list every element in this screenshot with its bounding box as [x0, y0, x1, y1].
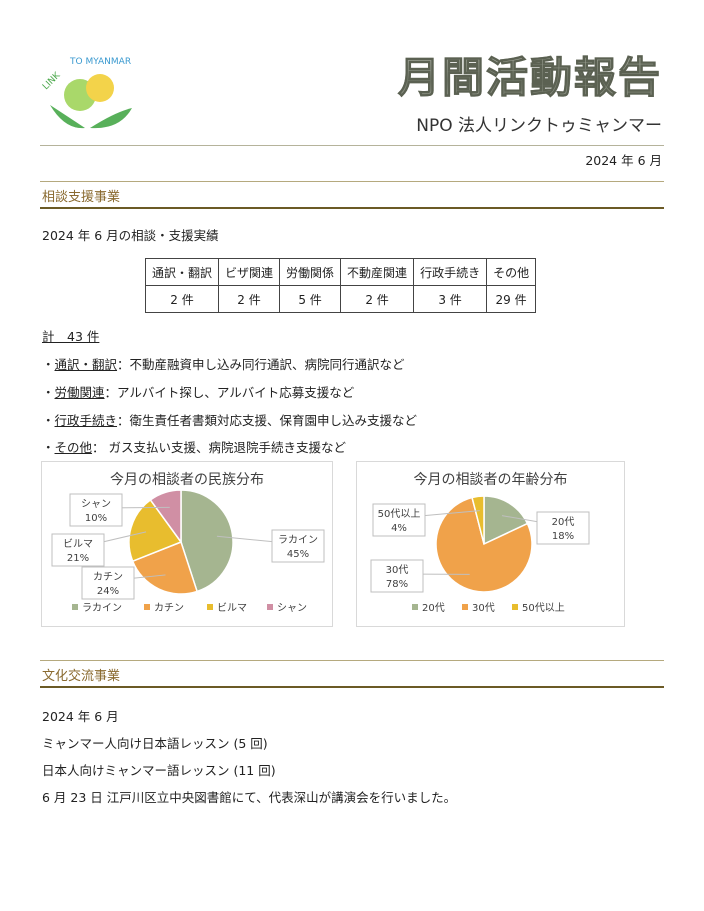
data-label-value: 18% — [552, 531, 574, 542]
data-label-box — [81, 566, 135, 600]
table-header: ビザ関連 — [218, 258, 281, 286]
legend-swatch — [462, 604, 468, 610]
legend-swatch — [512, 604, 518, 610]
table-cell: 5 件 — [279, 285, 342, 313]
report-title: 月間活動報告 — [397, 44, 662, 105]
total-count: 計 43 件 — [42, 329, 100, 344]
data-label-category: カチン — [93, 571, 123, 583]
age-chart: 今月の相談者の年齢分布 20代 18% 20代 30代 78% 30代 50代以上 4% 50代以… — [356, 461, 625, 627]
intro-text: 2024 年 6 月の相談・支援実績 — [42, 228, 219, 243]
pie-slice — [128, 498, 183, 563]
divider — [40, 686, 664, 688]
data-label-category: ビルマ — [63, 538, 93, 550]
divider — [40, 660, 664, 661]
data-label-value: 24% — [97, 586, 119, 597]
cultural-line: 日本人向けミャンマー語レッスン (11 回) — [42, 763, 276, 778]
pie-slice — [180, 489, 234, 593]
detail-term: 行政手続き — [54, 413, 118, 428]
chart-title: 今月の相談者の民族分布 — [110, 472, 264, 488]
svg-text:LINK: LINK — [41, 70, 63, 92]
legend-entry: シャン — [277, 603, 307, 614]
data-label-box — [69, 493, 123, 527]
detail-text: ：衛生責任者書類対応支援、保育園申し込み支援など — [117, 413, 418, 428]
table-header: その他 — [486, 258, 537, 286]
detail-item: ・行政手続き：衛生責任者書類対応支援、保育園申し込み支援など — [42, 413, 418, 428]
data-label-category: 50代以上 — [378, 508, 421, 520]
section-heading-cultural: 文化交流事業 — [42, 669, 121, 684]
detail-item: ・その他： ガス支払い支援、病院退院手続き支援など — [42, 440, 347, 455]
table-header: 行政手続き — [413, 258, 488, 286]
detail-text: ：不動産融資申し込み同行通訳、病院同行通訳など — [117, 357, 405, 372]
table-cell: 2 件 — [218, 285, 281, 313]
detail-item: ・労働関連：アルバイト探し、アルバイト応募支援など — [42, 385, 355, 400]
organization-name: NPO 法人リンクトゥミャンマー — [416, 116, 662, 136]
divider — [40, 181, 664, 182]
legend-entry: 20代 — [422, 602, 445, 614]
legend-entry: ビルマ — [217, 602, 247, 614]
table-cell: 2 件 — [144, 285, 220, 313]
data-label-box — [372, 503, 426, 537]
data-label-category: 30代 — [386, 564, 409, 576]
table-header-row: 通訳・翻訳 ビザ関連 労働関係 不動産関連 行政手続き その他 — [144, 258, 537, 286]
legend-swatch — [267, 604, 273, 610]
detail-text: ：アルバイト探し、アルバイト応募支援など — [104, 385, 355, 400]
pie-slice — [149, 489, 182, 545]
detail-term: 労働関連 — [54, 385, 105, 400]
data-label-value: 21% — [67, 553, 89, 564]
data-label-box — [370, 559, 424, 593]
legend-swatch — [72, 604, 78, 610]
data-label-category: ラカイン — [278, 534, 318, 546]
table-cell: 3 件 — [413, 285, 488, 313]
table-cell: 29 件 — [486, 285, 537, 313]
section-heading-consultation: 相談支援事業 — [42, 190, 121, 205]
cultural-line: 2024 年 6 月 — [42, 709, 119, 724]
chart-title: 今月の相談者の年齢分布 — [414, 472, 568, 488]
report-date: 2024 年 6 月 — [585, 153, 662, 168]
cultural-line: ミャンマー人向け日本語レッスン (5 回) — [42, 736, 268, 751]
detail-term: 通訳・翻訳 — [54, 357, 118, 372]
legend-entry: 50代以上 — [522, 602, 565, 614]
data-label-value: 78% — [386, 579, 408, 590]
table-row: 2 件 2 件 5 件 2 件 3 件 29 件 — [144, 285, 537, 313]
legend-entry: カチン — [154, 602, 184, 614]
data-label-value: 4% — [391, 523, 407, 534]
divider — [40, 145, 664, 146]
detail-item: ・通訳・翻訳：不動産融資申し込み同行通訳、病院同行通訳など — [42, 357, 405, 372]
cultural-line: 6 月 23 日 江戸川区立中央図書館にて、代表深山が講演会を行いました。 — [42, 790, 457, 805]
data-label-box — [536, 511, 590, 545]
data-label-box — [271, 529, 325, 563]
table-header: 通訳・翻訳 — [144, 258, 220, 286]
divider — [40, 207, 664, 209]
data-label-value: 10% — [85, 513, 107, 524]
table-cell: 2 件 — [340, 285, 415, 313]
legend-swatch — [207, 604, 213, 610]
detail-text: ： ガス支払い支援、病院退院手続き支援など — [92, 440, 347, 455]
data-label-category: シャン — [81, 499, 111, 510]
data-label-category: 20代 — [552, 516, 575, 528]
table-header: 労働関係 — [279, 258, 342, 286]
consultation-table: 通訳・翻訳 ビザ関連 労働関係 不動産関連 行政手続き その他 2 件 2 件 … — [144, 258, 537, 313]
pie-slice — [471, 495, 485, 545]
data-label-box — [51, 533, 105, 567]
pie-slice — [435, 496, 533, 593]
detail-term: その他 — [54, 440, 93, 455]
pie-slice — [483, 495, 529, 546]
logo: LINK TO MYANMAR — [41, 57, 132, 129]
table-header: 不動産関連 — [340, 258, 415, 286]
legend-swatch — [144, 604, 150, 610]
svg-text:TO MYANMAR: TO MYANMAR — [69, 57, 131, 67]
legend-entry: ラカイン — [82, 602, 122, 614]
legend-entry: 30代 — [472, 602, 495, 614]
legend-swatch — [412, 604, 418, 610]
ethnicity-chart: 今月の相談者の民族分布 ラカイン 45% ラカイン カチン 24% カチン ビルマ 21% ビルマ… — [41, 461, 333, 627]
data-label-value: 45% — [287, 549, 309, 560]
